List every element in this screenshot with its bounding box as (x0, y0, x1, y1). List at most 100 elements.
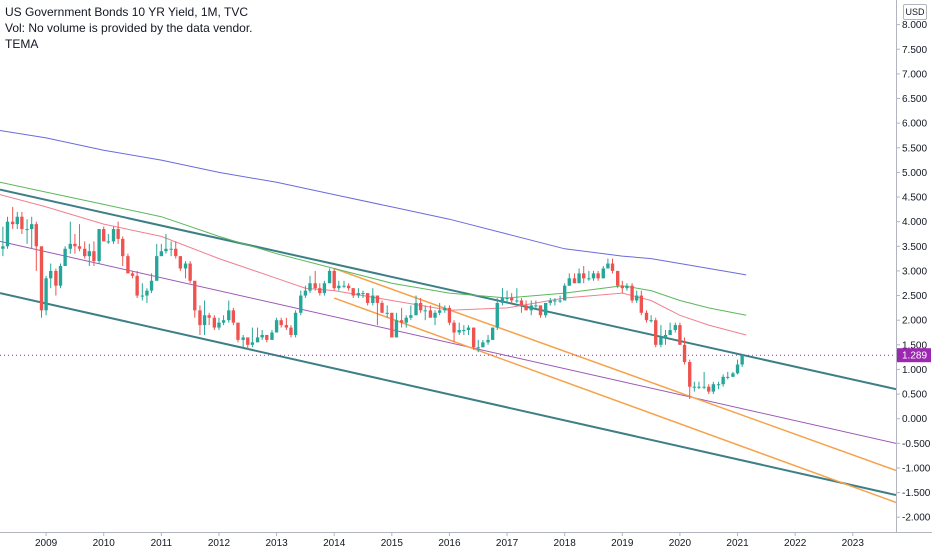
candle-body (351, 288, 355, 296)
x-tick-label: 2010 (93, 538, 116, 549)
candle-body (198, 310, 202, 326)
x-tick-label: 2020 (669, 538, 692, 549)
candle-body (15, 216, 19, 225)
trend-line-purple-trend[interactable] (0, 240, 896, 444)
axis-frame (0, 0, 932, 533)
candle-body (255, 337, 260, 343)
y-tick-label: 4.500 (902, 193, 927, 204)
y-tick-label: 6.500 (902, 94, 927, 105)
candle-body (582, 273, 586, 279)
candle-body (77, 246, 82, 249)
trend-line-channel-upper[interactable] (0, 188, 896, 391)
candle-body (68, 243, 72, 249)
candle-body (365, 293, 370, 303)
candle-body (399, 320, 404, 323)
candle-body (663, 334, 668, 338)
candle-body (106, 241, 111, 243)
candle-body (145, 290, 149, 296)
candle-body (697, 386, 701, 388)
candle-body (207, 315, 211, 318)
candle-body (217, 322, 221, 328)
candle-body (721, 376, 725, 385)
candle-body (692, 386, 697, 388)
candle-body (54, 270, 58, 286)
legend-volume-note: Vol: No volume is provided by the data v… (5, 21, 253, 35)
x-tick-label: 2022 (784, 538, 807, 549)
axes: -2.000 -1.500 -1.000 -0.500 0.000 0.500 1.000 1… (35, 20, 931, 549)
currency-button[interactable]: USD (903, 4, 927, 20)
candle-body (418, 302, 423, 311)
candle-body (635, 295, 639, 301)
candle-body (270, 332, 274, 340)
candle-body (577, 273, 581, 284)
candle-body (543, 302, 548, 316)
candle-body (289, 327, 293, 335)
candle-body (327, 270, 332, 284)
candle-body (437, 310, 442, 313)
candle-body (649, 320, 653, 322)
candle-body (490, 327, 495, 340)
candle-body (471, 327, 476, 348)
candle-body (515, 300, 519, 302)
candle-body (630, 285, 634, 301)
candle-body (500, 298, 505, 303)
candle-body (620, 285, 624, 289)
candle-body (188, 263, 192, 281)
candle-body (375, 295, 380, 303)
candle-body (558, 300, 562, 302)
legend-indicator[interactable]: TEMA (5, 37, 39, 51)
x-tick-label: 2011 (151, 538, 173, 549)
candle-body (178, 256, 183, 269)
candle-body (279, 320, 283, 326)
candle-body (97, 229, 101, 262)
candle-body (102, 229, 106, 242)
ma-line-green (0, 181, 747, 316)
x-tick-label: 2017 (496, 538, 519, 549)
y-tick-label: 3.500 (902, 242, 927, 253)
y-tick-label: 1.500 (902, 340, 927, 351)
candle-body (274, 320, 279, 333)
candle-body (616, 270, 620, 286)
candle-body (111, 229, 116, 242)
last-price-badge (897, 348, 931, 363)
candle-body (587, 278, 591, 280)
candle-body (236, 322, 240, 340)
trend-line-channel-lower[interactable] (0, 292, 896, 497)
candle-body (92, 251, 96, 262)
candle-body (548, 300, 552, 303)
candle-body (299, 295, 303, 313)
trend-line-orange-lower[interactable] (333, 297, 896, 504)
candle-body (443, 307, 447, 311)
candle-body (1, 246, 5, 249)
trend-line-orange-upper[interactable] (333, 267, 896, 472)
x-tick-label: 2012 (208, 538, 231, 549)
candle-body (322, 283, 327, 294)
candle-body (293, 312, 298, 335)
candle-body (140, 295, 145, 297)
candle-body (313, 283, 317, 289)
candle-body (486, 339, 490, 343)
candle-body (673, 325, 677, 331)
candle-body (30, 224, 34, 230)
candle-body (711, 384, 716, 392)
candle-body (428, 310, 433, 318)
candle-body (423, 310, 427, 312)
candle-body (688, 362, 692, 387)
ma-line-blue (0, 130, 747, 276)
candle-body (346, 285, 351, 289)
candle-body (169, 248, 173, 250)
candle-body (659, 337, 663, 345)
candle-body (505, 298, 509, 300)
candle-body (519, 300, 524, 306)
candle-body (385, 312, 389, 314)
candle-body (20, 216, 24, 230)
candle-body (5, 221, 10, 247)
candle-body (361, 293, 365, 295)
candle-body (678, 325, 682, 345)
candle-body (73, 243, 77, 247)
candle-body (130, 273, 135, 276)
candle-body (371, 295, 375, 303)
candle-body (159, 251, 164, 257)
